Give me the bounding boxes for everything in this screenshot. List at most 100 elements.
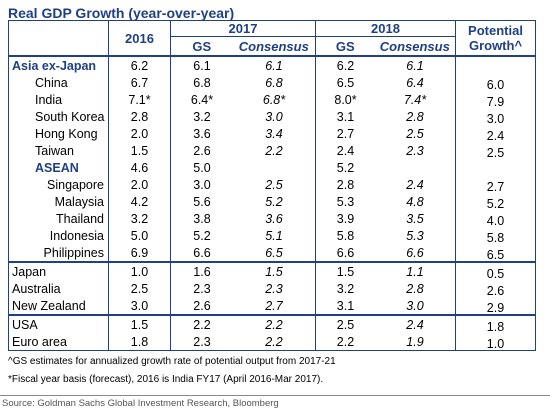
- header-2018: 2018: [316, 21, 455, 37]
- table-section: Japan 1.0 1.6 1.5 1.5 1.1 0.5 Australia 2.5 2.3 2.…: [9, 263, 535, 316]
- cell-co18: 3.5: [375, 210, 456, 227]
- cell-v2016: 1.5: [109, 142, 171, 159]
- row-label: ASEAN: [9, 159, 109, 176]
- row-label: Hong Kong: [9, 125, 109, 142]
- cell-gs17: 5.6: [193, 194, 211, 209]
- table-body: Asia ex-Japan 6.2 6.1 6.1 6.2 6.1 China 6.7 6.8 6…: [9, 57, 535, 351]
- table-row: Indonesia 5.0 5.2 5.1 5.8 5.3 5.8: [9, 227, 535, 245]
- cell-pot: 2.6: [486, 283, 505, 298]
- cell-gs17: 3.0: [193, 177, 211, 192]
- header-potential-line2: Growth^: [468, 38, 523, 53]
- footnote-potential: ^GS estimates for annualized growth rate…: [8, 356, 336, 367]
- cell-co17: 2.5: [233, 176, 316, 193]
- header-potential-line1: Potential: [468, 23, 523, 38]
- row-label: India: [9, 91, 109, 108]
- table-row: Taiwan 1.5 2.6 2.2 2.4 2.3 2.5: [9, 142, 535, 160]
- table-row: ASEAN 4.6 5.0 5.2: [9, 159, 535, 176]
- cell-gs18: 5.3: [336, 194, 355, 209]
- cell-pot: 1.8: [486, 319, 505, 334]
- cell-gs17: 2.3: [193, 281, 211, 296]
- header-2017-group: 2017 GS Consensus: [171, 21, 316, 55]
- cell-pot: 2.4: [486, 128, 505, 143]
- row-label: Taiwan: [9, 142, 109, 159]
- cell-gs18: 5.2: [336, 160, 355, 175]
- cell-co18: 2.8: [375, 280, 456, 297]
- cell-co18: 6.4: [375, 74, 456, 91]
- row-label: USA: [9, 316, 109, 333]
- row-label: Australia: [9, 280, 109, 297]
- cell-v2016: 2.0: [109, 125, 171, 142]
- cell-co17: 2.7: [233, 297, 316, 314]
- cell-co17: 6.5: [233, 244, 316, 261]
- cell-co18: 4.8: [375, 193, 456, 210]
- cell-co17: 6.1: [233, 57, 316, 74]
- cell-gs18: 2.4: [336, 143, 355, 158]
- cell-co18: 2.4: [375, 316, 456, 333]
- cell-gs17: 6.1: [193, 58, 211, 73]
- row-label: New Zealand: [9, 297, 109, 314]
- header-2018-consensus: Consensus: [379, 38, 450, 54]
- cell-gs17: 6.4*: [190, 92, 214, 107]
- cell-v2016: 1.8: [109, 333, 171, 350]
- cell-gs17: 6.6: [193, 245, 211, 260]
- table-row: Japan 1.0 1.6 1.5 1.5 1.1 0.5: [9, 263, 535, 281]
- row-label: Euro area: [9, 333, 109, 350]
- cell-pot: 2.7: [486, 179, 505, 194]
- cell-v2016: 2.8: [109, 108, 171, 125]
- cell-gs18: 2.7: [336, 126, 355, 141]
- cell-v2016: 6.2: [109, 57, 171, 74]
- cell-gs17: 3.8: [193, 211, 211, 226]
- row-label: Japan: [9, 263, 109, 280]
- cell-co17: 2.2: [233, 142, 316, 159]
- row-label: Singapore: [9, 176, 109, 193]
- cell-pot: 6.0: [486, 77, 505, 92]
- table-row: Euro area 1.8 2.3 2.2 2.2 1.9 1.0: [9, 333, 535, 351]
- row-label: Philippines: [9, 244, 109, 261]
- cell-gs18: 1.5: [336, 264, 355, 279]
- table-section: USA 1.5 2.2 2.2 2.5 2.4 1.8 Euro area 1.8 2.3 2.2 2…: [9, 316, 535, 351]
- cell-gs17: 3.2: [193, 109, 211, 124]
- table-row: India 7.1* 6.4* 6.8* 8.0* 7.4* 7.9: [9, 91, 535, 109]
- cell-pot: 2.9: [486, 300, 505, 315]
- cell-pot: 1.0: [486, 336, 505, 351]
- cell-pot: 5.8: [486, 230, 505, 245]
- table-row: China 6.7 6.8 6.8 6.5 6.4 6.0: [9, 74, 535, 92]
- cell-gs18: 2.8: [336, 177, 355, 192]
- source-text: Source: Goldman Sachs Global Investment …: [2, 398, 279, 409]
- cell-co18: 3.0: [375, 297, 456, 314]
- cell-gs17: 2.3: [193, 334, 211, 349]
- cell-pot: 2.5: [486, 145, 505, 160]
- table-row: New Zealand 3.0 2.6 2.7 3.1 3.0 2.9: [9, 297, 535, 315]
- cell-v2016: 3.2: [109, 210, 171, 227]
- cell-co18: 2.8: [375, 108, 456, 125]
- header-2017-gs: GS: [192, 38, 212, 54]
- cell-pot: 0.5: [486, 266, 505, 281]
- table-row: Singapore 2.0 3.0 2.5 2.8 2.4 2.7: [9, 176, 535, 194]
- cell-gs17: 5.0: [193, 160, 211, 175]
- cell-gs18: 3.9: [336, 211, 355, 226]
- cell-pot: 7.9: [486, 94, 505, 109]
- header-2017: 2017: [171, 21, 315, 37]
- cell-pot: 6.5: [486, 247, 505, 262]
- cell-gs18: 3.1: [336, 298, 355, 313]
- cell-gs17: 5.2: [193, 228, 211, 243]
- cell-gs17: 2.2: [193, 317, 211, 332]
- cell-gs18: 2.2: [336, 334, 355, 349]
- cell-v2016: 6.7: [109, 74, 171, 91]
- table-header: 2016 2017 GS Consensus 2018 GS Consensus…: [9, 21, 535, 57]
- cell-pot: [456, 159, 535, 176]
- cell-gs18: 5.8: [336, 228, 355, 243]
- cell-v2016: 4.2: [109, 193, 171, 210]
- table-row: Asia ex-Japan 6.2 6.1 6.1 6.2 6.1: [9, 57, 535, 74]
- cell-co17: 6.8*: [233, 91, 316, 108]
- cell-co17: 6.8: [233, 74, 316, 91]
- row-label: Indonesia: [9, 227, 109, 244]
- cell-co18: 6.6: [375, 244, 456, 261]
- cell-gs18: 6.5: [336, 75, 355, 90]
- footnote-fiscal-year: *Fiscal year basis (forecast), 2016 is I…: [8, 374, 324, 385]
- cell-v2016: 3.0: [109, 297, 171, 314]
- cell-co17: 3.0: [233, 108, 316, 125]
- cell-co18: 5.3: [375, 227, 456, 244]
- cell-v2016: 2.5: [109, 280, 171, 297]
- cell-pot: 5.2: [486, 196, 505, 211]
